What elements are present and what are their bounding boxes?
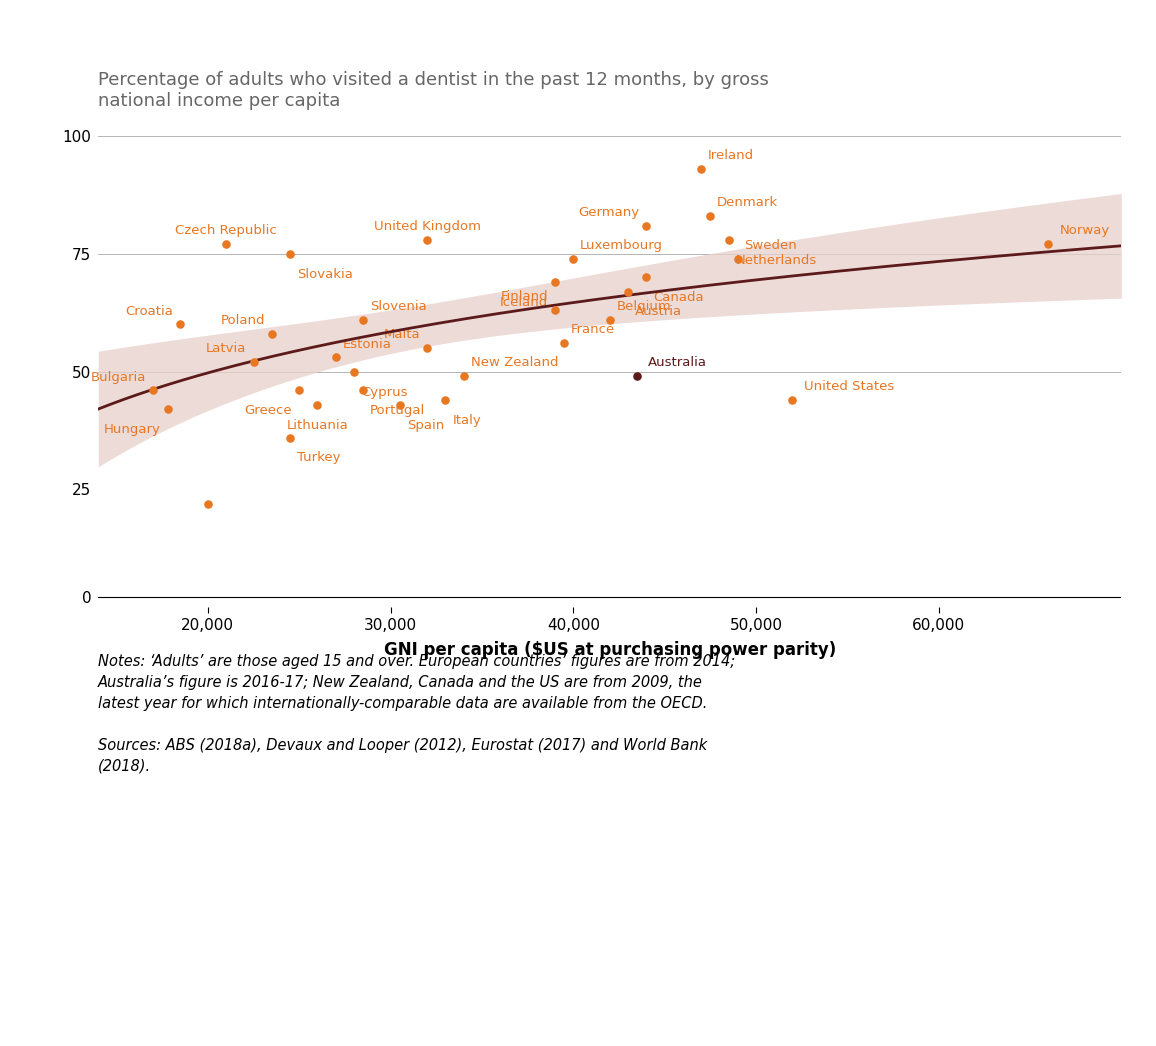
Text: Percentage of adults who visited a dentist in the past 12 months, by gross
natio: Percentage of adults who visited a denti… <box>98 71 769 110</box>
Point <box>158 401 177 417</box>
Text: Norway: Norway <box>1059 225 1110 237</box>
Point <box>344 363 363 380</box>
Point <box>391 396 409 413</box>
Point <box>692 161 711 178</box>
Point <box>244 354 262 370</box>
Text: Croatia: Croatia <box>126 304 173 318</box>
Point <box>417 340 436 357</box>
Point <box>171 316 190 333</box>
Point <box>637 269 655 286</box>
Text: Greece: Greece <box>245 405 292 417</box>
Point <box>564 250 583 267</box>
Text: Hungary: Hungary <box>104 424 161 436</box>
Point <box>354 382 372 399</box>
Text: Belgium: Belgium <box>617 300 672 313</box>
Text: Austria: Austria <box>635 305 682 318</box>
Text: France: France <box>571 323 615 337</box>
Text: Sweden: Sweden <box>744 238 798 252</box>
Point <box>281 246 299 263</box>
Point <box>628 368 646 385</box>
Text: United Kingdom: United Kingdom <box>373 220 481 232</box>
Point <box>454 368 473 385</box>
Point <box>701 208 719 225</box>
Text: Lithuania: Lithuania <box>287 418 348 432</box>
X-axis label: GNI per capita ($US at purchasing power parity): GNI per capita ($US at purchasing power … <box>384 641 836 659</box>
Text: Cyprus: Cyprus <box>361 386 407 399</box>
Text: Canada: Canada <box>653 291 704 304</box>
Text: Estonia: Estonia <box>342 338 392 350</box>
Text: Australia: Australia <box>649 357 707 369</box>
Text: Bulgaria: Bulgaria <box>91 370 146 384</box>
Text: Czech Republic: Czech Republic <box>176 225 277 237</box>
Point <box>354 312 372 328</box>
Point <box>199 495 217 511</box>
Text: Latvia: Latvia <box>206 342 246 356</box>
Point <box>719 231 738 248</box>
Text: Germany: Germany <box>578 206 639 219</box>
Point <box>217 236 236 253</box>
Point <box>618 283 637 300</box>
Point <box>546 274 564 291</box>
Point <box>601 312 620 328</box>
Point <box>546 302 564 319</box>
Point <box>143 382 162 399</box>
Text: Turkey: Turkey <box>297 452 341 464</box>
Text: Denmark: Denmark <box>717 197 778 209</box>
Text: Portugal: Portugal <box>370 405 425 417</box>
Text: Netherlands: Netherlands <box>735 253 817 267</box>
Text: Notes: ‘Adults’ are those aged 15 and over. European countries’ figures are from: Notes: ‘Adults’ are those aged 15 and ov… <box>98 654 735 774</box>
Text: Luxembourg: Luxembourg <box>580 238 664 252</box>
Text: Slovenia: Slovenia <box>370 300 427 313</box>
Point <box>555 335 573 351</box>
Point <box>417 231 436 248</box>
Text: United States: United States <box>803 380 894 393</box>
Point <box>728 250 747 267</box>
Text: Finland: Finland <box>501 291 548 303</box>
Point <box>637 218 655 234</box>
Text: Iceland: Iceland <box>499 296 548 309</box>
Point <box>326 349 344 366</box>
Point <box>436 391 454 408</box>
Text: New Zealand: New Zealand <box>470 357 558 369</box>
Text: Italy: Italy <box>452 414 481 427</box>
Point <box>784 391 802 408</box>
Text: Ireland: Ireland <box>709 149 754 162</box>
Point <box>290 382 309 399</box>
Point <box>262 325 281 342</box>
Text: Slovakia: Slovakia <box>297 268 353 280</box>
Point <box>309 396 327 413</box>
Text: Spain: Spain <box>407 418 444 432</box>
Point <box>1039 236 1058 253</box>
Text: Malta: Malta <box>384 328 420 341</box>
Text: Poland: Poland <box>221 314 265 327</box>
Point <box>281 429 299 446</box>
